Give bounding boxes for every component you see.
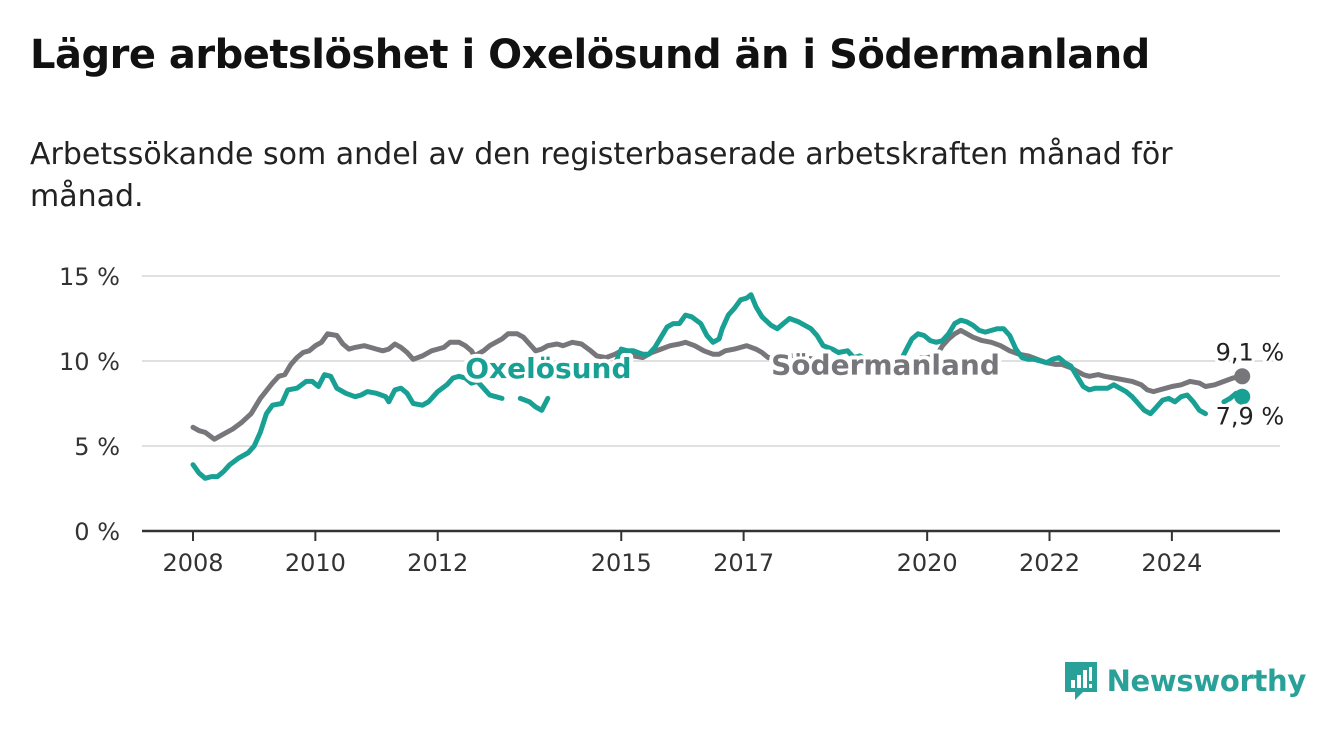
x-tick-label: 2012 xyxy=(407,549,468,577)
x-tick-label: 2015 xyxy=(591,549,652,577)
x-tick-label: 2022 xyxy=(1019,549,1080,577)
series-label-s-dermanland: Södermanland xyxy=(771,349,1000,382)
y-tick-label: 10 % xyxy=(59,348,120,376)
x-axis: 2008 2010 2012 2015 2017 2020 2022 2024 xyxy=(142,529,1280,577)
series-lines xyxy=(190,292,1251,481)
brand-name: Newsworthy xyxy=(1106,664,1307,698)
series-line-oxel-sund xyxy=(517,395,551,413)
series-line-oxel-sund xyxy=(606,292,884,376)
end-point-oxel-sund xyxy=(1234,388,1251,405)
series-line-s-dermanland xyxy=(829,356,872,366)
brand-logo: Newsworthy xyxy=(1063,660,1306,702)
y-tick-label: 5 % xyxy=(74,433,120,461)
y-tick-label: 15 % xyxy=(59,263,120,291)
y-tick-label: 0 % xyxy=(74,518,120,546)
x-tick-label: 2010 xyxy=(285,549,346,577)
series-line-oxel-sund xyxy=(897,317,1208,417)
series-label-oxel-sund: Oxelösund xyxy=(465,352,631,385)
chart-subtitle: Arbetssökande som andel av den registerb… xyxy=(30,137,1173,214)
series-line-s-dermanland xyxy=(190,331,826,442)
end-value-label-oxel-sund: 7,9 % xyxy=(1216,403,1285,431)
annotations: Oxelösund Södermanland 9,1 % 7,9 % xyxy=(461,335,1287,433)
end-point-s-dermanland xyxy=(1234,368,1251,385)
x-tick-label: 2024 xyxy=(1141,549,1202,577)
chart-title: Lägre arbetslöshet i Oxelösund än i Söde… xyxy=(30,32,1150,78)
x-tick-label: 2008 xyxy=(162,549,223,577)
x-tick-label: 2017 xyxy=(713,549,774,577)
x-tick-label: 2020 xyxy=(897,549,958,577)
series-line-oxel-sund xyxy=(190,372,505,481)
end-value-label-s-dermanland: 9,1 % xyxy=(1216,338,1285,366)
y-axis-ticks: 0 % 5 % 10 % 15 % xyxy=(59,263,120,546)
gridlines xyxy=(142,275,1280,447)
newsworthy-logo-icon xyxy=(1064,662,1097,700)
